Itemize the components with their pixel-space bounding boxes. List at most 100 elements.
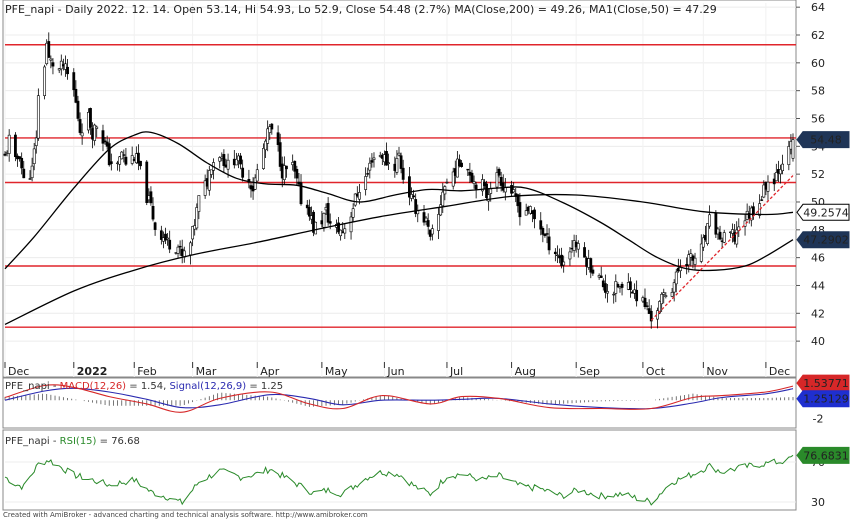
- signal-value-tag-text: 1.25129: [803, 393, 849, 406]
- candle-body: [47, 41, 51, 58]
- rsi-value-tag: [796, 446, 850, 464]
- grid: [4, 3, 796, 503]
- candle-body: [326, 203, 330, 223]
- candle-body: [568, 251, 572, 260]
- candle-body: [779, 169, 782, 175]
- candle-body: [518, 202, 522, 218]
- candle-body: [176, 246, 180, 254]
- candle-body: [137, 152, 140, 164]
- macd-value-tag: [796, 374, 850, 392]
- ma50-tag: [796, 231, 850, 249]
- candle-body: [339, 229, 343, 237]
- candle-body: [307, 206, 311, 217]
- candle-body: [262, 148, 265, 169]
- candle-body: [285, 165, 288, 170]
- candle-body: [107, 143, 111, 166]
- ma200-tag: [796, 203, 850, 221]
- macd-title-end: = 1.25: [246, 381, 283, 392]
- candle-body: [758, 203, 762, 216]
- last-price-tag: [796, 131, 850, 149]
- ma200-tag-text: 49.2574: [803, 206, 849, 219]
- candle-body: [222, 154, 226, 166]
- candle-body: [357, 192, 361, 200]
- x-tick-label: Oct: [646, 365, 666, 378]
- price-tick-label: 58: [811, 85, 825, 98]
- signal-line: [4, 387, 794, 410]
- candle-body: [78, 119, 82, 133]
- rsi-tick-label: 30: [811, 496, 825, 509]
- candle-body: [426, 220, 430, 227]
- candle-body: [151, 205, 155, 220]
- candle-body: [499, 176, 503, 186]
- candle-body: [159, 230, 163, 240]
- candle-body: [474, 184, 478, 190]
- macd-title-prefix: PFE_napi -: [5, 381, 60, 392]
- candle-body: [616, 284, 620, 288]
- candle-body: [36, 95, 40, 139]
- candle-body: [766, 181, 770, 192]
- candle-body: [762, 184, 766, 198]
- candle-body: [445, 181, 449, 184]
- candle-body: [455, 158, 459, 178]
- candle-body: [772, 178, 776, 185]
- moving-averages: [4, 131, 794, 325]
- candle-body: [487, 194, 491, 202]
- candle-body: [672, 282, 676, 293]
- candle-body: [424, 217, 428, 222]
- candle-body: [528, 206, 532, 214]
- rsi-value-tag-text: 76.6831: [803, 449, 849, 462]
- candle-body: [122, 154, 126, 156]
- candle-body: [781, 163, 784, 172]
- candle-body: [466, 168, 470, 171]
- candle-body: [395, 158, 399, 173]
- candle-body: [635, 289, 639, 302]
- candle-body: [489, 188, 493, 194]
- candle-body: [20, 157, 24, 169]
- candle-body: [385, 151, 388, 166]
- candle-body: [197, 195, 201, 212]
- candle-body: [576, 243, 580, 250]
- candle-body: [591, 269, 595, 274]
- candle-body: [276, 132, 280, 146]
- candle-body: [547, 236, 551, 251]
- candle-body: [589, 258, 593, 273]
- candle-body: [343, 228, 347, 234]
- candle-body: [293, 160, 297, 172]
- candle-body: [234, 159, 238, 166]
- candle-body: [460, 162, 463, 167]
- candle-body: [408, 176, 411, 198]
- candle-body: [364, 176, 368, 190]
- candle-body: [351, 208, 355, 218]
- price-tick-label: 46: [811, 252, 825, 265]
- ma50-line: [4, 131, 794, 272]
- candle-body: [368, 162, 372, 171]
- rsi-title-end: = 76.68: [96, 436, 139, 447]
- candle-body: [51, 62, 55, 67]
- candle-body: [687, 254, 691, 266]
- candle-body: [693, 257, 697, 265]
- candle-body: [95, 126, 99, 129]
- candle-body: [470, 172, 474, 183]
- candle-body: [699, 243, 703, 262]
- rsi-title-prefix: PFE_napi -: [5, 436, 60, 447]
- candle-body: [145, 161, 149, 203]
- candle-body: [103, 140, 107, 142]
- candle-body: [74, 88, 78, 103]
- candle-body: [628, 281, 632, 290]
- candle-body: [255, 169, 259, 182]
- candle-body: [66, 66, 69, 75]
- candle-body: [64, 63, 67, 70]
- candle-body: [76, 100, 80, 119]
- candle-body: [670, 291, 674, 297]
- macd-title-mid: = 1.54,: [126, 381, 169, 392]
- candle-body: [299, 182, 303, 205]
- candle-body: [28, 178, 32, 180]
- candle-body: [387, 162, 390, 164]
- candle-body: [18, 156, 21, 159]
- candle-body: [399, 155, 403, 169]
- candle-body: [658, 301, 661, 314]
- candle-body: [295, 168, 299, 179]
- candle-body: [372, 157, 376, 160]
- candle-body: [708, 214, 712, 227]
